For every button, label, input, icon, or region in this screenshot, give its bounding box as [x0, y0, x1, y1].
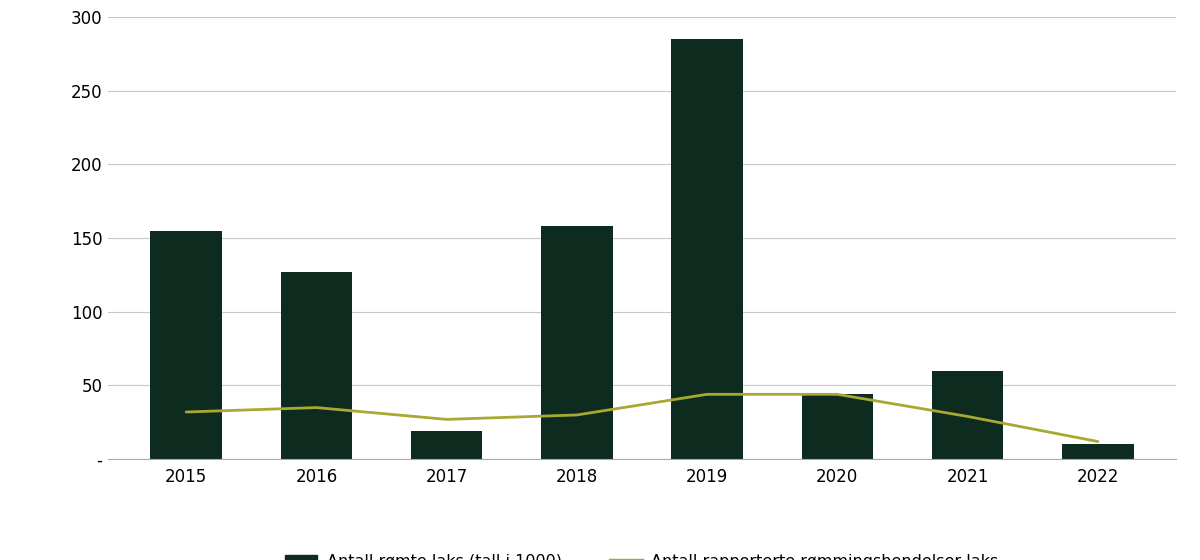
- Bar: [1062, 445, 1134, 459]
- Legend: Antall rømte laks (tall i 1000), Antall rapporterte rømmingshendelser laks: Antall rømte laks (tall i 1000), Antall …: [278, 547, 1006, 560]
- Bar: [150, 231, 222, 459]
- Bar: [802, 394, 874, 459]
- Bar: [541, 226, 613, 459]
- Bar: [281, 272, 353, 459]
- Bar: [410, 431, 482, 459]
- Bar: [931, 371, 1003, 459]
- Bar: [671, 39, 743, 459]
